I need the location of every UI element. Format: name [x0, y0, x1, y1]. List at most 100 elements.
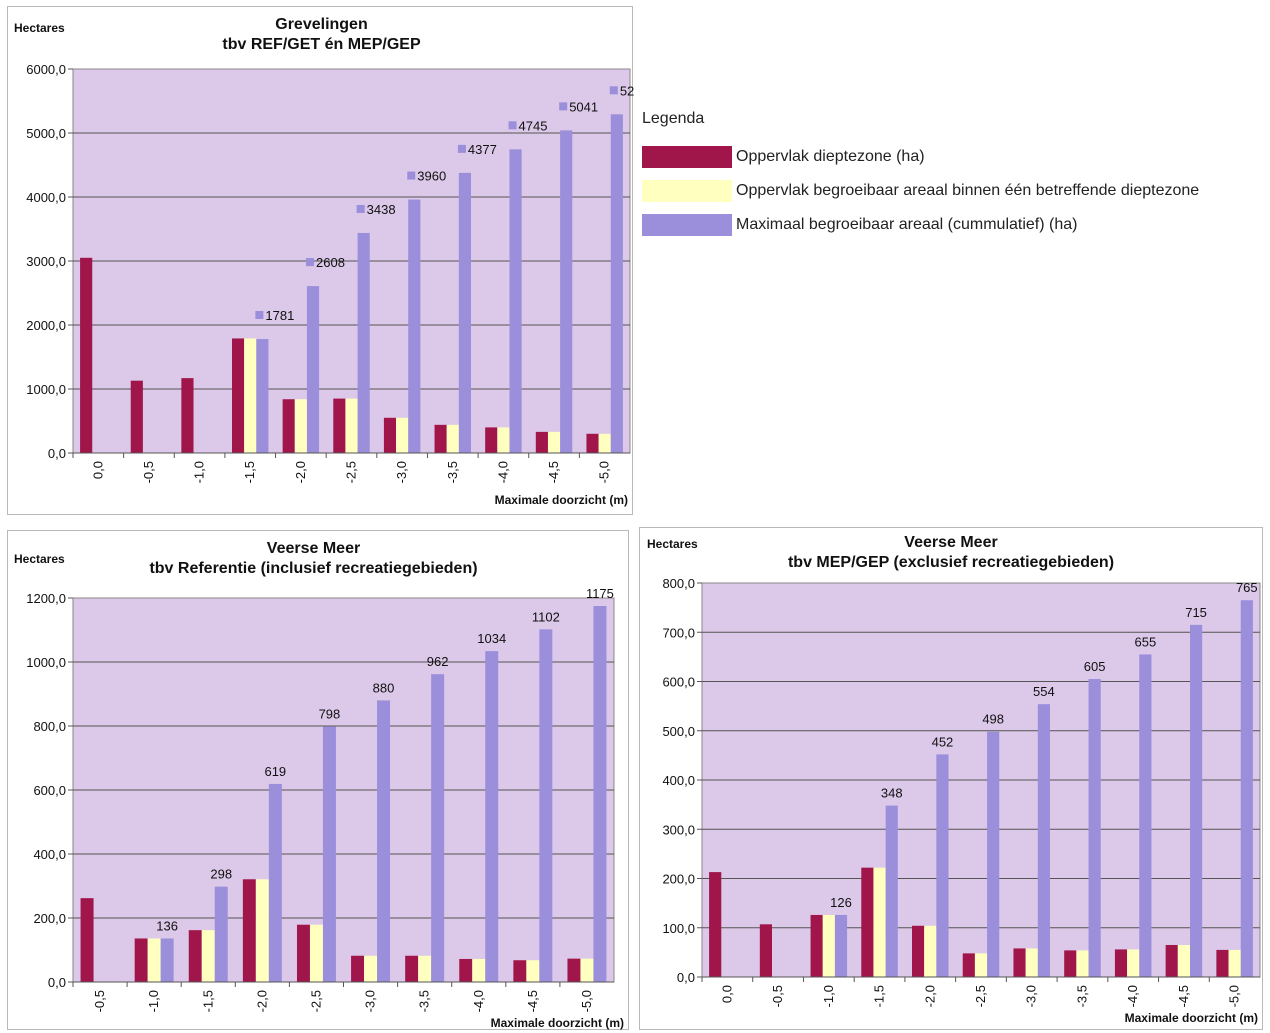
- bar-series1: [333, 398, 346, 453]
- bar-series1: [434, 424, 447, 453]
- x-tick-label: -4,5: [546, 461, 561, 483]
- bar-series2: [345, 398, 358, 453]
- bar-series3: [1139, 654, 1152, 977]
- data-label-marker: [559, 102, 568, 111]
- x-tick-label: -2,5: [344, 461, 359, 483]
- bar-series1: [861, 867, 874, 977]
- bar-series3: [560, 130, 573, 453]
- data-label-marker: [306, 258, 315, 267]
- data-label: 1102: [532, 609, 560, 624]
- y-tick-label: 300,0: [662, 822, 695, 837]
- x-tick-label: -3,5: [1074, 985, 1089, 1007]
- x-tick-label: -4,0: [495, 461, 510, 483]
- data-label-marker: [609, 86, 618, 95]
- data-label-marker: [356, 204, 365, 213]
- bar-series2: [147, 938, 161, 982]
- data-label: 498: [982, 712, 1004, 727]
- chart-grevelingen-svg: Grevelingen tbv REF/GET én MEP/GEP Hectare…: [14, 16, 634, 507]
- bar-series1: [810, 914, 823, 977]
- y-tick-label: 800,0: [662, 576, 695, 591]
- bar-series1: [962, 953, 975, 977]
- bar-series1: [181, 378, 194, 453]
- x-tick-label: -4,0: [1125, 985, 1140, 1007]
- bar-series1: [80, 898, 94, 982]
- x-tick-label: -3,0: [363, 990, 378, 1012]
- bar-series1: [188, 930, 202, 982]
- data-label-marker: [457, 144, 466, 153]
- y-tick-label: 400,0: [662, 773, 695, 788]
- x-axis-label: Maximale doorzicht (m): [491, 1016, 624, 1030]
- bar-series3: [160, 938, 174, 982]
- data-label: 655: [1135, 634, 1157, 649]
- bar-series1: [134, 938, 148, 982]
- bar-series2: [255, 879, 269, 982]
- bar-series1: [485, 427, 498, 453]
- bar-series1: [759, 924, 773, 977]
- x-tick-label: -3,0: [1024, 985, 1039, 1007]
- bar-series3: [306, 286, 320, 453]
- bar-series1: [513, 960, 527, 982]
- y-tick-label: 800,0: [33, 719, 66, 734]
- legend-swatch-series3: [642, 214, 732, 236]
- bar-series3: [485, 651, 499, 982]
- bar-series3: [256, 339, 269, 453]
- y-tick-label: 200,0: [33, 911, 66, 926]
- bar-series1: [459, 958, 473, 982]
- bar-series3: [1240, 600, 1253, 977]
- bar-series3: [885, 805, 898, 977]
- data-label: 136: [156, 918, 178, 933]
- bar-series3: [431, 674, 445, 982]
- bar-series2: [1025, 948, 1038, 977]
- data-label: 348: [881, 786, 903, 801]
- y-tick-label: 600,0: [662, 675, 695, 690]
- bar-series3: [268, 783, 282, 982]
- y-tick-label: 6000,0: [26, 62, 66, 77]
- data-label: 962: [427, 654, 449, 669]
- x-tick-label: -5,0: [1227, 985, 1242, 1007]
- data-label: 126: [830, 895, 852, 910]
- bar-series2: [547, 431, 561, 453]
- data-label: 5292: [620, 83, 634, 98]
- y-tick-label: 3000,0: [26, 254, 66, 269]
- x-tick-label: -5,0: [579, 990, 594, 1012]
- data-label: 2608: [316, 255, 345, 270]
- bar-series1: [80, 257, 93, 453]
- bar-series2: [396, 417, 409, 453]
- bar-series2: [822, 914, 835, 977]
- x-tick-label: -4,5: [525, 990, 540, 1012]
- bar-series2: [418, 955, 432, 982]
- data-label: 605: [1084, 659, 1106, 674]
- x-tick-label: -2,0: [922, 985, 937, 1007]
- bar-series2: [526, 960, 540, 982]
- y-axis-label: Hectares: [647, 537, 698, 551]
- y-axis-label: Hectares: [14, 552, 65, 566]
- bar-series1: [242, 879, 256, 982]
- x-tick-label: -3,0: [394, 461, 409, 483]
- legend: Legenda Oppervlak dieptezone (ha) Opperv…: [642, 110, 1242, 248]
- y-tick-label: 1200,0: [26, 591, 66, 606]
- data-label-marker: [407, 171, 416, 180]
- chart-subtitle: tbv REF/GET én MEP/GEP: [222, 36, 421, 53]
- chart-veerse-meer-mep-gep-svg: Veerse Meer tbv MEP/GEP (exclusief recrea…: [647, 534, 1261, 1025]
- bar-series2: [364, 955, 378, 982]
- y-tick-label: 0,0: [48, 975, 66, 990]
- bar-series3: [936, 754, 949, 977]
- x-tick-label: -3,5: [417, 990, 432, 1012]
- bar-series3: [357, 232, 370, 453]
- y-tick-label: 400,0: [33, 847, 66, 862]
- data-label: 3960: [417, 169, 446, 184]
- x-tick-label: -0,5: [92, 990, 107, 1012]
- x-tick-label: -1,0: [821, 985, 836, 1007]
- y-tick-label: 0,0: [677, 970, 695, 985]
- bar-series1: [231, 338, 245, 453]
- bar-series3: [539, 629, 553, 982]
- bar-series1: [1216, 949, 1229, 977]
- y-tick-label: 700,0: [662, 625, 695, 640]
- x-tick-label: -2,5: [308, 990, 323, 1012]
- x-tick-label: 0,0: [719, 985, 734, 1003]
- y-tick-label: 600,0: [33, 783, 66, 798]
- bar-series1: [383, 417, 397, 453]
- data-label: 554: [1033, 684, 1055, 699]
- x-tick-label: -1,0: [146, 990, 161, 1012]
- x-tick-label: -0,5: [770, 985, 785, 1007]
